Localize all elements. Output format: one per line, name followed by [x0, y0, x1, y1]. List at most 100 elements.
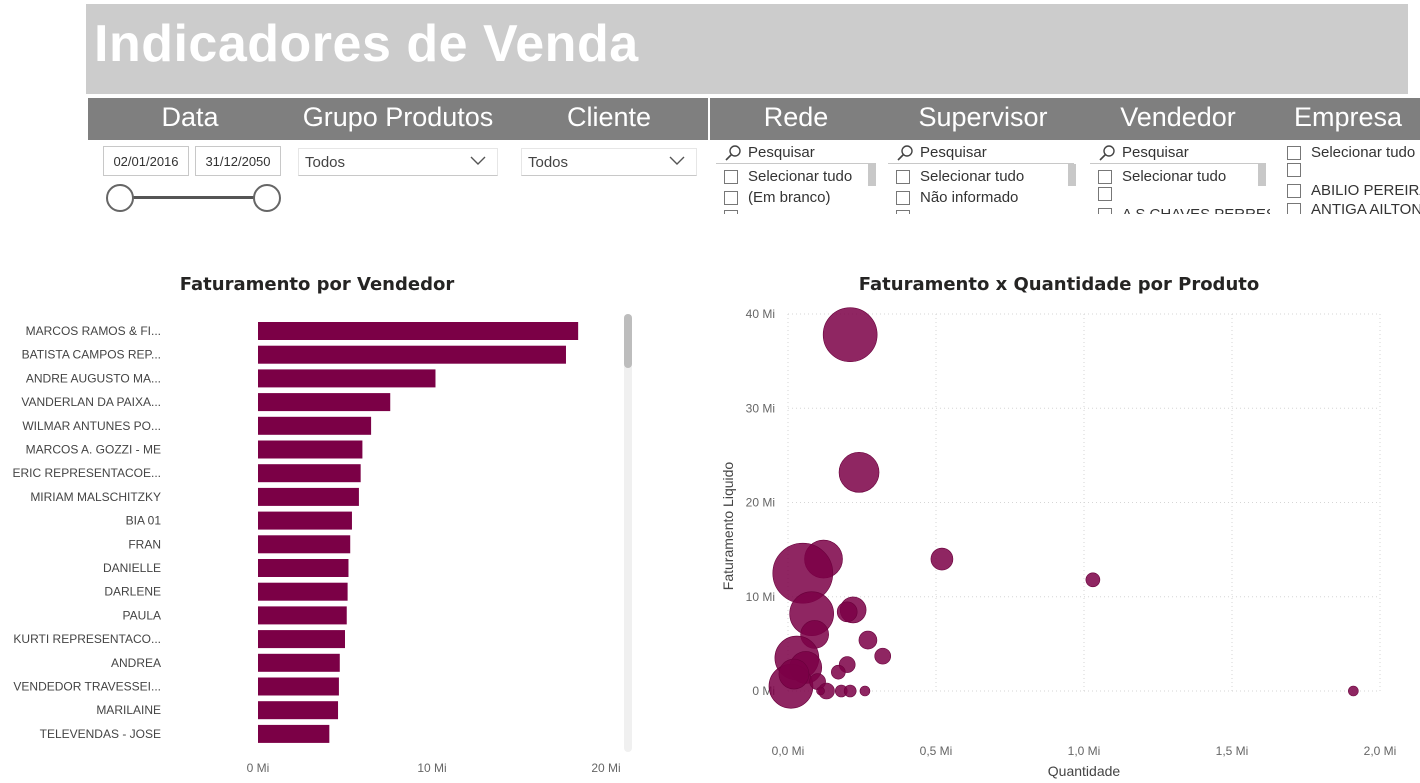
search-icon — [725, 144, 741, 161]
rede-scrollbar[interactable] — [868, 164, 876, 186]
scatter-point[interactable] — [816, 686, 825, 696]
rede-item-em-branco[interactable]: (Em branco) — [724, 189, 831, 206]
bar[interactable] — [258, 487, 359, 506]
date-slider-end-handle[interactable] — [253, 184, 281, 212]
vendedor-item-chaves-perres[interactable]: A S CHAVES PERRES — [1098, 206, 1270, 214]
bar[interactable] — [258, 511, 352, 530]
y-tick-label: 30 Mi — [746, 401, 775, 415]
y-axis-title: Faturamento Liquido — [720, 462, 736, 591]
x-tick-label: 1,5 Mi — [1216, 744, 1249, 758]
bar[interactable] — [258, 345, 566, 364]
checkbox-icon[interactable] — [1287, 163, 1301, 177]
vendedor-search-input[interactable]: Pesquisar — [1090, 142, 1266, 164]
bar[interactable] — [258, 322, 579, 340]
list-item-label: Não informado — [920, 189, 1019, 206]
cliente-dropdown[interactable]: Todos — [521, 148, 697, 176]
list-item-label: Selecionar tudo — [920, 168, 1025, 185]
bar-chart-scrollbar-thumb[interactable] — [624, 314, 632, 368]
checkbox-icon[interactable] — [724, 210, 738, 214]
date-end-input[interactable]: 31/12/2050 — [195, 146, 281, 176]
checkbox-icon[interactable] — [1098, 187, 1112, 201]
filter-title-vendedor: Vendedor — [1120, 102, 1236, 132]
vendedor-item-blank[interactable] — [1098, 187, 1122, 201]
bar[interactable] — [258, 535, 351, 554]
bar[interactable] — [258, 440, 363, 459]
bar[interactable] — [258, 559, 349, 577]
checkbox-icon[interactable] — [896, 169, 910, 184]
bar[interactable] — [258, 582, 348, 601]
list-item-label: A S CHAVES PERRES — [1122, 206, 1270, 214]
scatter-point[interactable] — [843, 684, 857, 698]
empresa-item-select-all[interactable]: Selecionar tudo — [1287, 144, 1415, 161]
bar[interactable] — [258, 464, 361, 483]
bar[interactable] — [258, 416, 372, 435]
scatter-point[interactable] — [874, 647, 892, 665]
bar[interactable] — [258, 724, 330, 743]
checkbox-icon[interactable] — [1287, 202, 1301, 214]
x-tick-label: 20 Mi — [591, 761, 620, 775]
checkbox-icon[interactable] — [724, 169, 738, 184]
bar[interactable] — [258, 677, 339, 696]
bar-category-label: BIA 01 — [126, 514, 162, 528]
supervisor-search-input[interactable]: Pesquisar — [888, 142, 1074, 164]
x-tick-label: 2,0 Mi — [1364, 744, 1397, 758]
vendedor-slicer: Pesquisar Selecionar tudo A S CHAVES PER… — [1090, 142, 1270, 214]
filter-header-bar: Data Grupo Produtos Cliente Rede Supervi… — [88, 98, 1420, 140]
supervisor-item-select-all[interactable]: Selecionar tudo — [896, 168, 1024, 185]
grupo-produtos-selected: Todos — [305, 153, 346, 171]
vendedor-scrollbar[interactable] — [1258, 164, 1266, 186]
rede-search-placeholder: Pesquisar — [748, 144, 815, 161]
checkbox-icon[interactable] — [1287, 183, 1301, 198]
supervisor-scrollbar[interactable] — [1068, 164, 1076, 186]
checkbox-icon[interactable] — [896, 190, 910, 205]
bar[interactable] — [258, 630, 345, 649]
grupo-produtos-dropdown[interactable]: Todos — [298, 148, 498, 176]
scatter-point[interactable] — [859, 685, 871, 697]
checkbox-icon[interactable] — [1098, 169, 1112, 184]
empresa-item-abilio-pereira[interactable]: ABILIO PEREIRA — [1287, 182, 1420, 199]
x-tick-label: 0,0 Mi — [772, 744, 805, 758]
bar[interactable] — [258, 606, 347, 625]
date-slider-start-handle[interactable] — [106, 184, 134, 212]
bar[interactable] — [258, 701, 339, 720]
supervisor-item-partial[interactable] — [896, 210, 920, 214]
x-tick-label: 0,5 Mi — [920, 744, 953, 758]
vendedor-item-select-all[interactable]: Selecionar tudo — [1098, 168, 1226, 185]
bar[interactable] — [258, 393, 391, 412]
vendedor-search-placeholder: Pesquisar — [1122, 144, 1189, 161]
scatter-point[interactable] — [831, 664, 846, 680]
empresa-item-antiga-ailton[interactable]: ANTIGA AILTON — [1287, 201, 1420, 214]
bar-category-label: DARLENE — [104, 585, 161, 599]
list-item-label: ABILIO PEREIRA — [1311, 182, 1420, 199]
checkbox-icon[interactable] — [724, 190, 738, 205]
scatter-point[interactable] — [838, 452, 880, 493]
rede-item-select-all[interactable]: Selecionar tudo — [724, 168, 852, 185]
scatter-point[interactable] — [778, 658, 810, 690]
scatter-point[interactable] — [1085, 572, 1101, 588]
bar-chart-scrollbar-track[interactable] — [624, 314, 632, 752]
checkbox-icon[interactable] — [896, 210, 910, 214]
x-tick-label: 1,0 Mi — [1068, 744, 1101, 758]
date-start-input[interactable]: 02/01/2016 — [103, 146, 189, 176]
date-slider-track[interactable] — [120, 196, 268, 199]
scatter-point[interactable] — [836, 601, 858, 623]
supervisor-search-placeholder: Pesquisar — [920, 144, 987, 161]
rede-search-input[interactable]: Pesquisar — [716, 142, 876, 164]
bar-category-label: BATISTA CAMPOS REP... — [22, 348, 161, 362]
rede-item-partial[interactable] — [724, 210, 748, 214]
x-tick-label: 0 Mi — [247, 761, 270, 775]
checkbox-icon[interactable] — [1287, 145, 1301, 160]
bar[interactable] — [258, 653, 340, 672]
bar-category-label: PAULA — [123, 608, 161, 622]
scatter-chart-title: Faturamento x Quantidade por Produto — [858, 274, 1260, 295]
bar[interactable] — [258, 369, 436, 388]
scatter-point[interactable] — [930, 547, 954, 571]
empresa-item-blank[interactable] — [1287, 163, 1311, 177]
scatter-point[interactable] — [822, 307, 878, 363]
checkbox-icon[interactable] — [1098, 207, 1112, 214]
bar-category-label: MARCOS RAMOS & FI... — [26, 324, 161, 338]
supervisor-item-nao-informado[interactable]: Não informado — [896, 189, 1018, 206]
scatter-point[interactable] — [858, 630, 878, 650]
scatter-point[interactable] — [1348, 685, 1359, 697]
title-banner: Indicadores de Venda — [86, 4, 1408, 94]
